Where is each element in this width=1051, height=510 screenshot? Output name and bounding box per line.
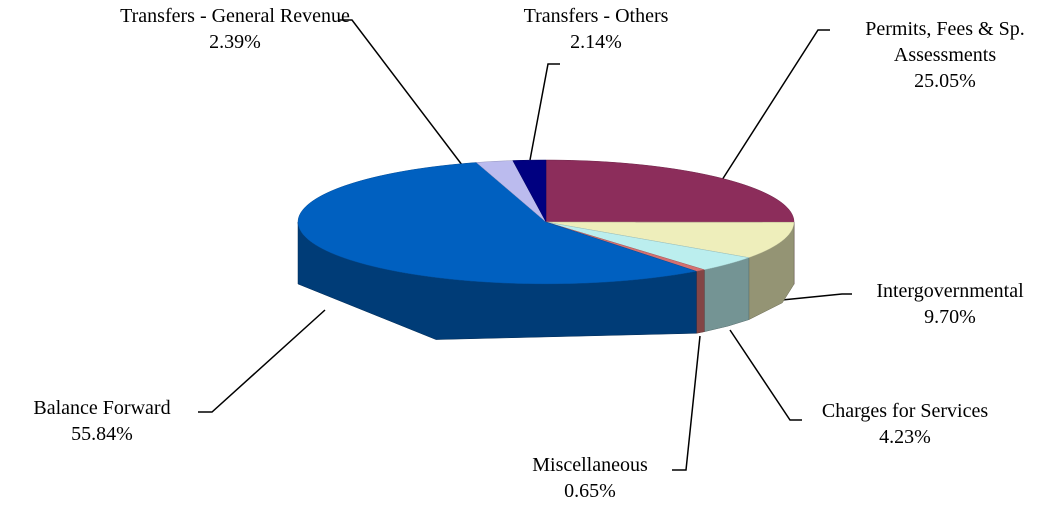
slice-value-label: 25.05% [914, 70, 976, 92]
slice-value-label: 9.70% [924, 306, 976, 328]
leader-lines [198, 19, 852, 471]
slice-value-label: 0.65% [564, 480, 616, 502]
slice-label: Transfers - General Revenue [120, 5, 350, 27]
slice-label: Permits, Fees & Sp. Assessments [865, 18, 1025, 66]
leader-line [781, 293, 852, 301]
pie-slice [512, 159, 547, 223]
slice-value-label: 2.39% [209, 31, 261, 53]
leader-line [529, 63, 560, 161]
pie-slice [297, 162, 697, 285]
slice-label: Charges for Services [821, 400, 989, 422]
leader-line [672, 335, 701, 471]
leader-line [721, 29, 830, 181]
pie-slice [475, 160, 547, 223]
pie-sides [297, 221, 795, 340]
leader-line [729, 329, 802, 421]
pie-slice [545, 159, 795, 223]
pie-tops [297, 159, 795, 285]
leader-line [338, 19, 479, 187]
slice-label: Intergovernmental [876, 280, 1024, 302]
slice-label: Balance Forward [33, 397, 171, 419]
slice-value-label: 2.14% [570, 31, 622, 53]
slice-label: Transfers - Others [523, 5, 669, 27]
pie-slice [545, 221, 795, 258]
slice-value-label: 4.23% [879, 426, 931, 448]
pie-slice [545, 221, 750, 270]
leader-line [198, 309, 326, 413]
pie-slice-side [696, 269, 705, 334]
slice-value-label: 55.84% [71, 423, 133, 445]
pie-slice-side [704, 257, 750, 333]
slice-label: Miscellaneous [532, 454, 648, 476]
